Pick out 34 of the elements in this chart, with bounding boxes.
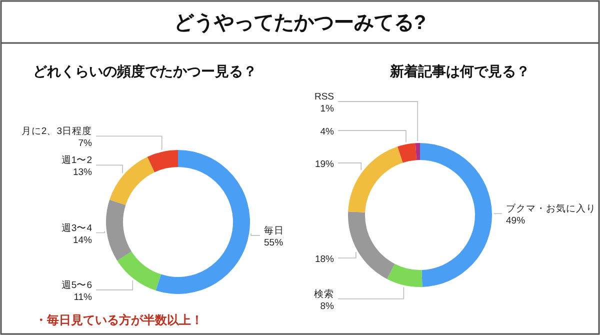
- data-label: 8%: [320, 300, 335, 312]
- data-label: 11%: [74, 292, 93, 303]
- slice-label: 週3〜4: [61, 222, 92, 234]
- data-label: 18%: [314, 254, 335, 265]
- data-label: 19%: [314, 158, 335, 170]
- slice-label: 週1〜2: [61, 155, 92, 166]
- donut-slice: [117, 251, 162, 290]
- donut-slice: [106, 200, 132, 261]
- chart-title: どうやってたかつーみてる?: [174, 12, 426, 34]
- donut-slice: [387, 264, 422, 287]
- slice-label: RSS: [314, 92, 334, 103]
- slice-label: 週5〜6: [61, 280, 92, 291]
- donut-slice: [420, 143, 492, 287]
- data-label: 1%: [320, 104, 335, 115]
- slice-label: 検索: [314, 288, 334, 300]
- donut-slice: [156, 150, 250, 294]
- slice-label: ブクマ・お気に入り: [506, 202, 596, 215]
- text: ・毎日見ている方が半数以上！: [35, 313, 203, 327]
- data-label: 55%: [264, 237, 284, 248]
- data-label: 49%: [506, 216, 526, 227]
- donut-slice: [415, 143, 420, 160]
- donut-slice: [110, 156, 155, 206]
- data-label: 14%: [72, 234, 93, 246]
- donut-slice: [348, 212, 395, 279]
- data-label: 4%: [320, 126, 335, 138]
- donut-slice: [147, 150, 178, 172]
- chart-subtitle: どれくらいの頻度でたかつー見る？: [33, 63, 257, 79]
- chart-title: 新着記事は何で見る？: [389, 63, 530, 79]
- data-label: 7%: [78, 138, 93, 150]
- data-label: 13%: [72, 167, 93, 178]
- slice-label: 毎日: [264, 224, 284, 236]
- donut-slice: [348, 146, 403, 212]
- donut-slice: [398, 143, 417, 163]
- slice-label: 月に2、3日程度: [21, 125, 92, 138]
